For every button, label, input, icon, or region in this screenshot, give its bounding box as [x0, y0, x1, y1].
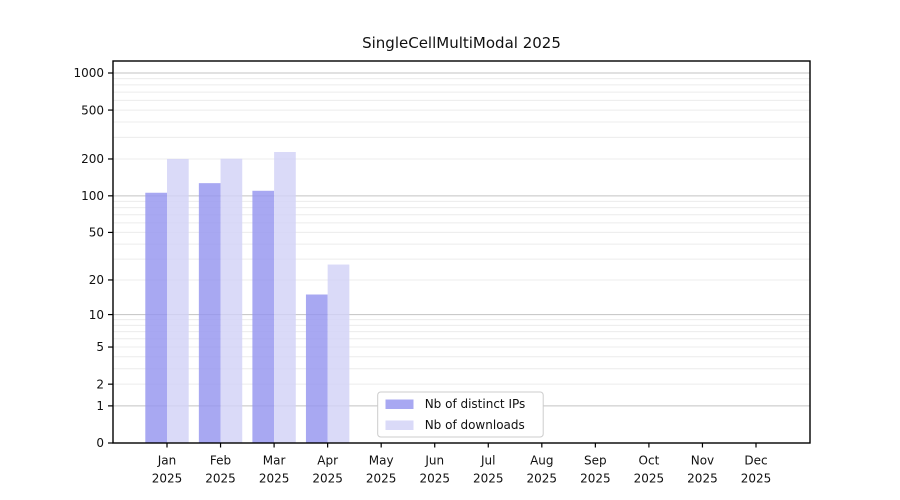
legend-label: Nb of downloads [425, 418, 525, 432]
x-tick-label-month: Mar [263, 454, 286, 468]
x-tick-label-year: 2025 [473, 472, 504, 486]
x-tick-label-year: 2025 [312, 472, 343, 486]
x-tick-label-month: Feb [210, 454, 231, 468]
y-tick-label: 20 [89, 273, 104, 287]
bar-downloads [274, 151, 296, 443]
x-tick-label-month: Jan [157, 454, 177, 468]
x-tick-label-year: 2025 [634, 472, 665, 486]
x-tick-label-month: Nov [691, 454, 714, 468]
x-tick-label-month: Oct [639, 454, 660, 468]
x-tick-label-year: 2025 [152, 472, 183, 486]
x-tick-label-year: 2025 [580, 472, 611, 486]
legend-box [377, 391, 544, 438]
y-tick-label: 1 [96, 399, 104, 413]
x-tick-label-year: 2025 [687, 472, 718, 486]
y-tick-label: 2 [96, 377, 104, 391]
chart-title: SingleCellMultiModal 2025 [362, 34, 561, 52]
bar-distinct-ips [145, 192, 167, 443]
y-tick-label: 5 [96, 340, 104, 354]
x-tick-label-year: 2025 [527, 472, 558, 486]
bar-distinct-ips [252, 190, 275, 443]
x-tick-label-month: May [369, 454, 394, 468]
x-tick-label-month: Aug [530, 454, 553, 468]
x-tick-label-month: Dec [744, 454, 767, 468]
bar-downloads [327, 264, 350, 443]
y-tick-label: 200 [81, 152, 104, 166]
bar-distinct-ips [305, 294, 328, 443]
x-tick-label-month: Sep [584, 454, 607, 468]
legend-swatch [385, 420, 414, 430]
x-tick-label-month: Jul [480, 454, 495, 468]
legend-swatch [385, 399, 414, 409]
x-tick-label-year: 2025 [741, 472, 772, 486]
legend-label: Nb of distinct IPs [425, 397, 526, 411]
x-tick-label-month: Jun [424, 454, 444, 468]
bar-downloads [220, 158, 243, 443]
plot-border [112, 60, 811, 444]
x-tick-label-year: 2025 [205, 472, 236, 486]
y-tick-label: 10 [89, 308, 104, 322]
y-tick-label: 0 [96, 436, 104, 450]
y-tick-label: 500 [81, 103, 104, 117]
bar-distinct-ips [198, 183, 221, 443]
legend: Nb of distinct IPs Nb of downloads [377, 391, 544, 438]
x-tick-label-year: 2025 [419, 472, 450, 486]
bar-downloads [167, 158, 189, 443]
x-tick-label-year: 2025 [259, 472, 290, 486]
x-tick-label-year: 2025 [366, 472, 397, 486]
y-tick-label: 1000 [73, 66, 104, 80]
y-tick-label: 100 [81, 189, 104, 203]
y-tick-label: 50 [89, 226, 104, 240]
x-tick-label-month: Apr [317, 454, 338, 468]
